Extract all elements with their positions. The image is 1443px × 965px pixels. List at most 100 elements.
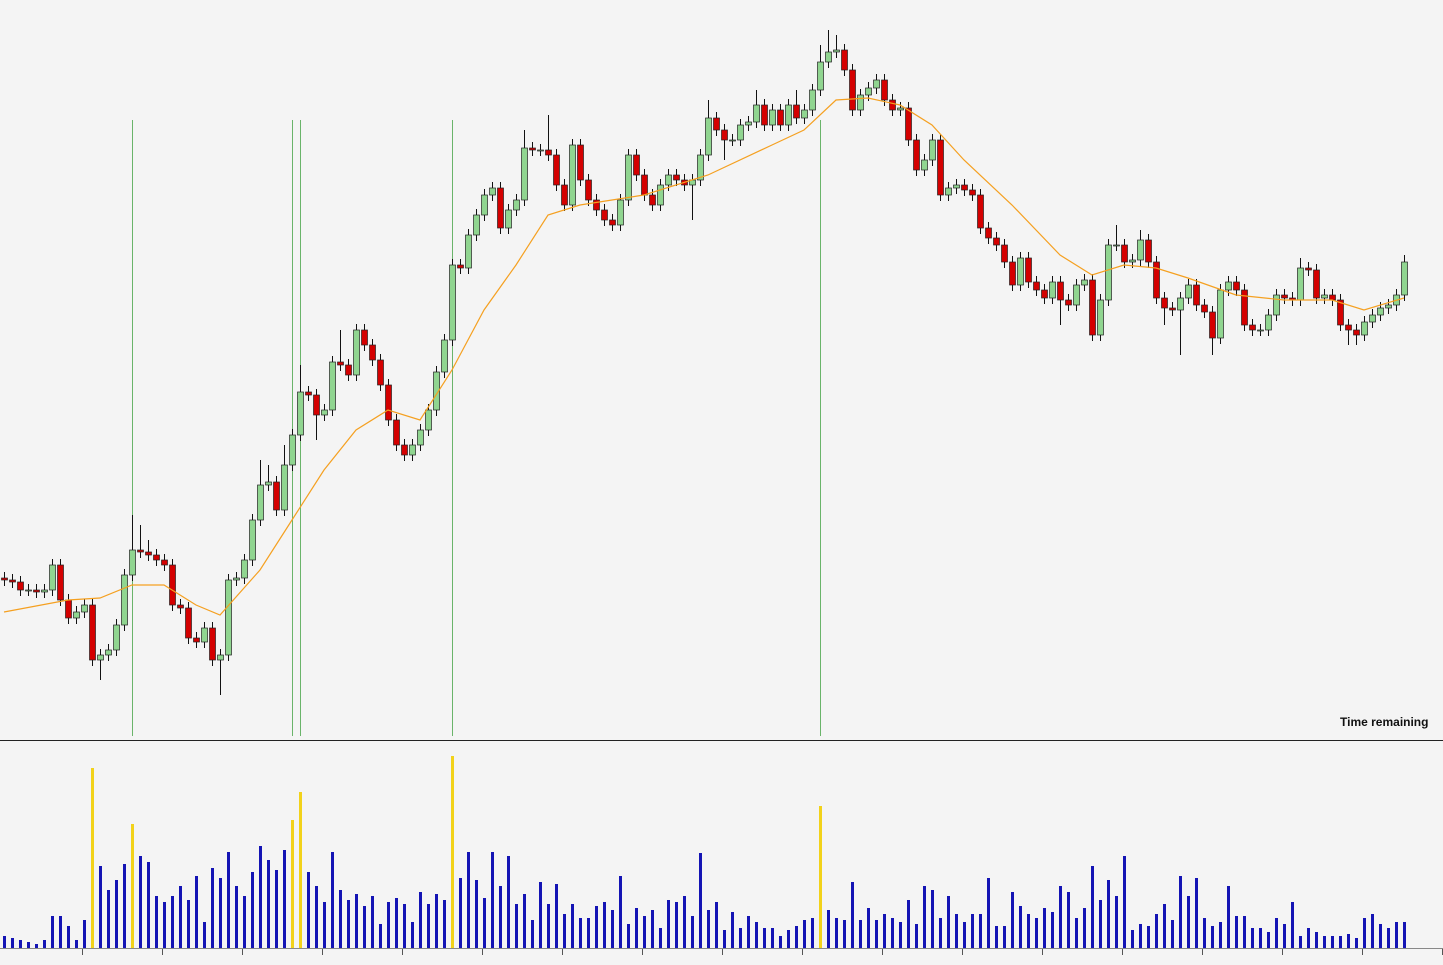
candle-body [713, 117, 720, 131]
volume-bar [107, 890, 110, 948]
volume-bar [83, 920, 86, 948]
volume-bar [411, 922, 414, 948]
volume-bar [699, 853, 702, 948]
volume-bar [867, 908, 870, 948]
volume-bar [1067, 892, 1070, 948]
candle-body [897, 107, 904, 111]
candle-body [209, 627, 216, 661]
candle-body [1353, 329, 1360, 336]
volume-bar [707, 910, 710, 948]
volume-bar [1091, 866, 1094, 948]
volume-bar [539, 882, 542, 948]
volume-bar [499, 886, 502, 948]
candle-body [1073, 284, 1080, 306]
volume-bar [379, 924, 382, 948]
candle-body [217, 654, 224, 661]
volume-bar [1019, 906, 1022, 948]
candle-body [1033, 281, 1040, 291]
volume-bar [939, 918, 942, 948]
volume-bar [331, 852, 334, 948]
candle-body [633, 154, 640, 176]
candle-body [1369, 314, 1376, 323]
volume-bar [283, 850, 286, 948]
candle-body [433, 371, 440, 411]
volume-bar [1211, 926, 1214, 948]
candle-body [769, 109, 776, 126]
volume-bar [811, 918, 814, 948]
candle-body [1401, 261, 1408, 296]
volume-bar [955, 914, 958, 948]
candle-body [1201, 304, 1208, 313]
candle-body [385, 384, 392, 421]
volume-bar [803, 920, 806, 948]
candle-body [961, 184, 968, 191]
candle-body [41, 589, 48, 593]
volume-bar [907, 900, 910, 948]
candle-body [1345, 324, 1352, 331]
volume-bar [1059, 886, 1062, 948]
signal-lines [132, 120, 821, 736]
candle-body [1337, 299, 1344, 326]
volume-bar [99, 866, 102, 948]
volume-bar [1363, 918, 1366, 948]
candle-body [1233, 281, 1240, 291]
volume-bar [259, 846, 262, 948]
candle-body [1385, 304, 1392, 309]
candle-body [761, 104, 768, 126]
candle-body [305, 391, 312, 396]
volume-bar [979, 914, 982, 948]
candle-body [465, 234, 472, 269]
volume-bar [371, 896, 374, 948]
volume-bar [1107, 880, 1110, 948]
volume-bar [339, 890, 342, 948]
candle-body [1161, 297, 1168, 309]
candle-body [585, 179, 592, 201]
candle-body [1209, 311, 1216, 339]
volume-bar [779, 936, 782, 948]
candle-body [825, 51, 832, 63]
volume-bar [787, 930, 790, 948]
volume-bar [267, 860, 270, 948]
candle-body [1193, 284, 1200, 306]
volume-bar [1259, 928, 1262, 948]
candle-body [1001, 244, 1008, 263]
candle-body [513, 199, 520, 211]
candle-body [953, 184, 960, 189]
candle-body [441, 339, 448, 373]
volume-bar [163, 902, 166, 948]
volume-bar [723, 930, 726, 948]
candle-body [401, 444, 408, 456]
candle-body [1017, 257, 1024, 286]
candle-body [617, 199, 624, 226]
volume-bar [827, 910, 830, 948]
candle-body [729, 139, 736, 142]
candle-body [945, 187, 952, 196]
candle-body [785, 104, 792, 126]
volume-bar [1027, 914, 1030, 948]
candle-body [937, 139, 944, 196]
candle-body [721, 129, 728, 141]
volume-bar [75, 940, 78, 948]
candle-body [185, 607, 192, 639]
volume-bar [1371, 914, 1374, 948]
volume-bar [211, 868, 214, 948]
candle-body [89, 604, 96, 661]
volume-bar [651, 910, 654, 948]
candle-body [553, 154, 560, 186]
candle-body [249, 519, 256, 561]
volume-bar [115, 880, 118, 948]
volume-bar [1203, 918, 1206, 948]
candle-body [225, 579, 232, 656]
volume-bar [1283, 924, 1286, 948]
candle-body [369, 344, 376, 361]
volume-bar [475, 880, 478, 948]
volume-bar [195, 876, 198, 948]
volume-bar [739, 928, 742, 948]
volume-bar [1395, 922, 1398, 948]
volume-bar [27, 942, 30, 948]
volume-bar [1083, 908, 1086, 948]
volume-bar [363, 906, 366, 948]
